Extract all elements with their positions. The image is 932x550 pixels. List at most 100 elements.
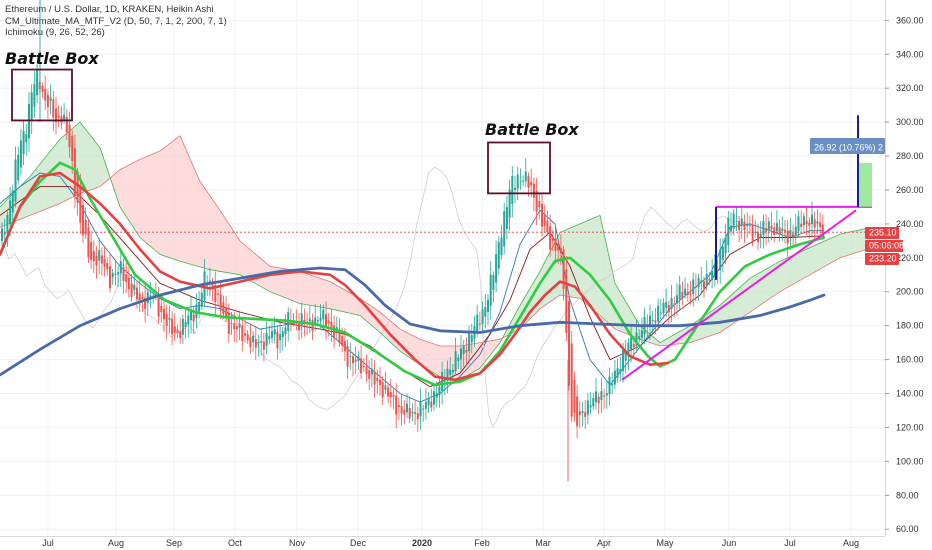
candle-249 [673,296,676,318]
candle-body-12 [33,83,36,107]
candle-159 [430,388,433,412]
candle-body-154 [416,413,419,420]
time-axis[interactable]: Jul Aug Sep Oct Nov Dec 2020 Feb Mar Apr May Jun Jul… [0,536,885,550]
candle-body-302 [816,221,819,224]
legend-indicator-ma[interactable]: CM_Ultimate_MA_MTF_V2 (D, 50, 7, 1, 2, 2… [5,15,227,27]
time-tick-label-11: Jun [722,538,737,548]
time-tick-label-5: Dec [350,538,367,548]
candle-body-127 [343,340,346,352]
candle-body-273 [738,220,741,230]
candle-20 [55,96,57,135]
candle-291 [786,220,789,257]
price-tick-label-15: 60.00 [896,524,919,534]
legend-indicator-ichimoku[interactable]: Ichimoku (9, 26, 52, 26) [5,27,105,38]
trendline-ascending [621,209,857,381]
candle-body-137 [370,368,373,375]
countdown-text: 05:06:08 [869,241,904,251]
candle-103 [279,320,282,354]
measure-tag [810,138,885,154]
candle-body-231 [624,353,627,361]
candle-201 [543,204,546,233]
candle-228 [616,358,619,384]
candle-257 [694,273,697,302]
candle-body-87 [235,326,238,330]
candle-70 [190,296,192,334]
candle-292 [789,218,792,251]
candle-body-64 [173,326,176,333]
candle-181 [489,261,492,320]
candle-body-281 [759,233,762,238]
candle-body-288 [778,227,781,235]
candle-8 [22,120,25,165]
candle-160 [433,383,435,411]
candle-body-274 [740,218,743,226]
time-tick-label-1: Aug [108,538,124,548]
candle-body-86 [233,323,236,330]
candle-body-28 [76,171,79,203]
candle-148 [400,394,403,426]
candle-body-101 [273,329,276,335]
candle-85 [230,312,233,335]
candle-247 [667,300,670,324]
candle-208 [562,245,565,301]
candle-147 [397,397,400,421]
price-axis[interactable]: 360.00 340.00 320.00 300.00 280.00 260.00 240.… [885,0,932,550]
candle-body-92 [249,337,252,347]
candle-body-1 [3,232,6,235]
candle-26 [71,130,74,174]
candle-body-121 [327,320,330,323]
legend-symbol-title[interactable]: Ethereum / U.S. Dollar, 1D, KRAKEN, Heik… [5,4,214,15]
candle-body-36 [98,250,101,261]
candle-120 [325,301,327,340]
candle-285 [770,212,773,240]
time-tick-label-9: Apr [597,538,611,548]
candle-body-251 [678,284,681,300]
candle-33 [90,230,93,270]
candle-body-148 [400,406,403,414]
candle-body-82 [222,302,225,314]
candle-body-97 [262,341,265,350]
candle-226 [611,372,614,395]
candle-body-174 [470,335,473,343]
candle-body-114 [308,318,311,322]
candle-body-260 [703,281,705,289]
candle-body-169 [457,357,460,362]
candle-body-291 [786,230,789,244]
candle-128 [346,339,349,380]
candle-body-44 [119,261,122,274]
candle-body-150 [406,403,408,413]
candle-36 [98,238,101,275]
candle-body-53 [144,297,147,309]
candle-167 [451,363,454,379]
candle-body-213 [576,396,579,427]
candle-19 [52,90,55,132]
candle-body-158 [427,398,430,406]
candle-body-256 [692,279,695,295]
candle-body-68 [184,321,187,327]
candle-body-275 [743,221,746,230]
candle-body-17 [46,94,49,108]
candle-body-99 [268,336,271,340]
candle-body-118 [319,317,322,321]
candle-body-176 [476,314,479,333]
candle-95 [257,334,260,357]
candle-267 [721,238,724,273]
candle-289 [781,216,784,241]
candle-body-266 [719,249,722,271]
candle-188 [508,179,511,231]
candle-body-7 [19,140,22,168]
candle-140 [379,366,381,396]
candle-body-59 [160,306,163,313]
candle-body-299 [808,222,811,226]
candle-body-271 [732,213,735,229]
candle-body-119 [322,309,325,320]
candle-body-258 [697,277,700,288]
candle-body-157 [424,401,427,409]
candle-body-83 [225,308,228,318]
candle-body-35 [95,256,98,266]
candle-6 [17,146,20,185]
candle-body-126 [341,336,344,346]
candle-46 [125,262,128,293]
candle-48 [130,274,133,302]
